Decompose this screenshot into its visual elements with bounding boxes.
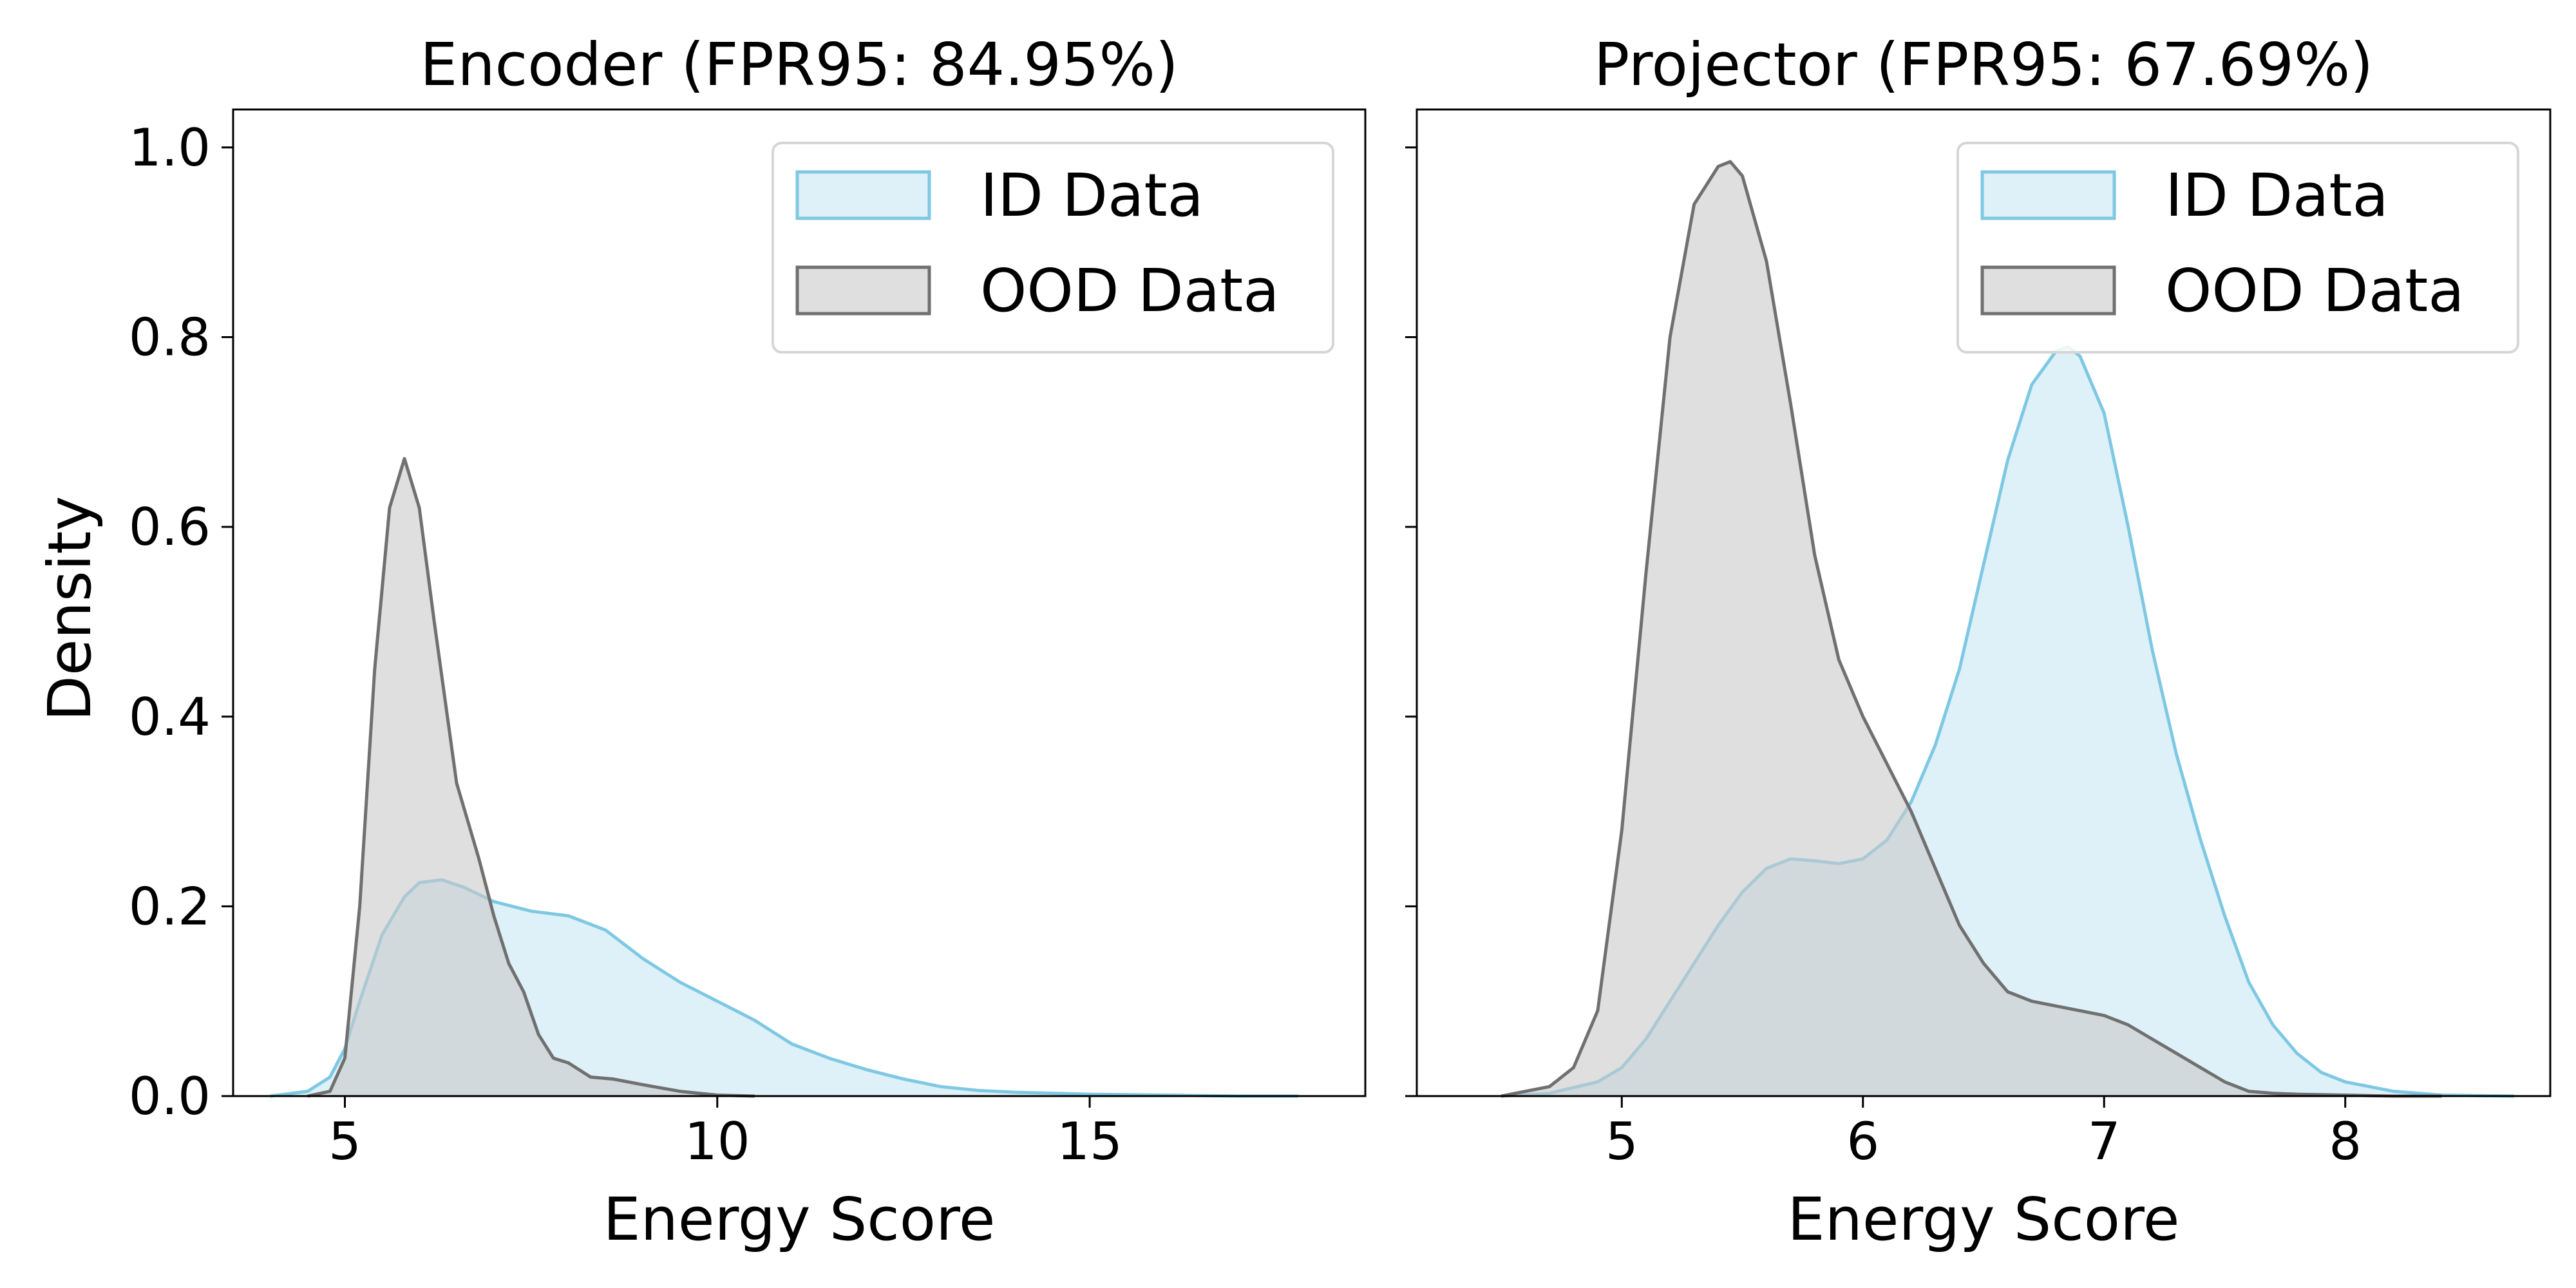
legend-swatch-id: [1980, 170, 2116, 220]
legend-swatch-ood: [795, 265, 931, 316]
panels: 5 10 15 0.0 0.2 0.4 0.6 0.8 1.0 Encoder (FPR95: 8…: [129, 30, 2552, 1254]
x-tick-label: 5: [1605, 1112, 1638, 1171]
x-tick-label: 8: [2329, 1112, 2362, 1171]
series-line-ood: [1501, 160, 2442, 1098]
chart-panel-2: 5 6 7 8 Projector (FPR95: 67.69%) Energy Scor…: [1405, 30, 2552, 1254]
y-axis-label: Density: [35, 496, 104, 721]
legend-label-ood: OOD Data: [2165, 256, 2465, 325]
legend: ID Data OOD Data: [772, 142, 1334, 354]
x-tick-label: 15: [1057, 1112, 1122, 1171]
chart-title: Projector (FPR95: 67.69%): [1594, 30, 2373, 99]
plot-frame: [1416, 108, 2552, 1097]
y-tick-label: 0.6: [129, 497, 211, 557]
y-tick-label: 0.8: [129, 308, 211, 368]
x-axis-label: Energy Score: [603, 1185, 995, 1254]
chart-panel-1: 5 10 15 0.0 0.2 0.4 0.6 0.8 1.0 Encoder (FPR95: 8…: [129, 30, 1367, 1254]
y-tick-label: 0.0: [129, 1066, 211, 1126]
legend-swatch-id: [795, 170, 931, 220]
legend-label-id: ID Data: [2165, 161, 2389, 230]
x-tick-label: 7: [2088, 1112, 2121, 1171]
y-tick-label: 0.4: [129, 687, 211, 747]
chart-title: Encoder (FPR95: 84.95%): [420, 30, 1179, 99]
x-tick-label: 10: [685, 1112, 750, 1171]
y-tick-label: 0.2: [129, 876, 211, 936]
legend: ID Data OOD Data: [1956, 142, 2519, 354]
legend-label-ood: OOD Data: [980, 256, 1280, 325]
series-line-ood: [307, 457, 755, 1098]
legend-label-id: ID Data: [980, 161, 1204, 230]
y-tick-label: 1.0: [129, 118, 211, 178]
x-axis-label: Energy Score: [1787, 1185, 2179, 1254]
series-area-ood: [307, 459, 755, 1096]
x-tick-label: 6: [1846, 1112, 1879, 1171]
series-area-ood: [1501, 162, 2442, 1096]
legend-swatch-ood: [1980, 265, 2116, 316]
x-tick-label: 5: [328, 1112, 361, 1171]
plot-frame: [232, 108, 1367, 1097]
